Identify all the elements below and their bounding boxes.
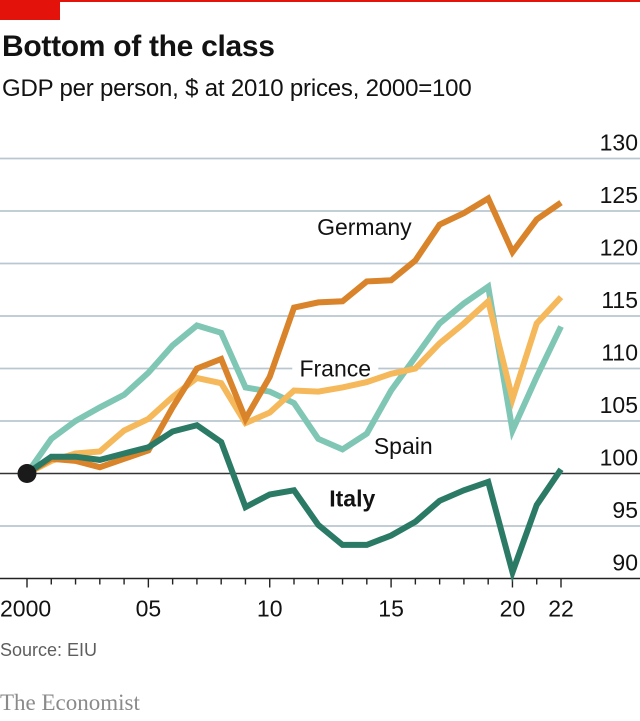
chart-subtitle: GDP per person, $ at 2010 prices, 2000=1… xyxy=(2,75,472,102)
label-backdrop-italy xyxy=(315,484,390,507)
brand-logo: The Economist xyxy=(0,690,140,715)
y-tick-label-115: 115 xyxy=(601,287,638,313)
x-tick-label-2000: 2000 xyxy=(0,596,51,622)
source-note: Source: EIU xyxy=(0,640,98,660)
series-line-italy xyxy=(25,421,564,583)
series-line-spain xyxy=(24,281,564,476)
series-lines xyxy=(24,194,564,583)
series-label-france: France xyxy=(299,356,371,382)
y-tick-label-95: 95 xyxy=(612,497,638,523)
series-label-spain: Spain xyxy=(374,433,433,459)
label-backdrop-france xyxy=(292,354,379,377)
y-tick-label-120: 120 xyxy=(600,235,638,261)
y-tick-label-130: 130 xyxy=(600,130,638,156)
header-accent-tab xyxy=(0,0,60,20)
series-label-italy: Italy xyxy=(329,486,375,512)
label-backdrop-spain xyxy=(366,432,441,455)
y-tick-label-105: 105 xyxy=(600,392,638,418)
y-tick-label-100: 100 xyxy=(600,445,638,471)
x-tick-label-05: 05 xyxy=(136,596,162,622)
line-chart: 90 95 100 105 110 115 120 125 130 2000 05 10 15 20 22… xyxy=(0,130,640,622)
header-accent-rule xyxy=(0,0,640,2)
y-tick-label-110: 110 xyxy=(601,340,638,366)
series-labels: Germany France Spain Italy xyxy=(292,212,441,512)
chart-title: Bottom of the class xyxy=(2,30,275,63)
series-line-france xyxy=(25,295,564,477)
x-tick-label-22: 22 xyxy=(548,596,574,622)
x-tick-label-20: 20 xyxy=(500,596,526,622)
x-tick-label-15: 15 xyxy=(378,596,404,622)
origin-marker-group xyxy=(17,464,37,483)
y-tick-label-90: 90 xyxy=(612,550,638,576)
y-tick-label-125: 125 xyxy=(600,182,638,208)
origin-marker-dot xyxy=(17,464,37,483)
label-backdrop-germany xyxy=(315,212,414,235)
series-line-germany xyxy=(25,194,563,477)
series-label-germany: Germany xyxy=(317,214,412,240)
x-axis: 2000 05 10 15 20 22 xyxy=(0,577,640,622)
x-tick-label-10: 10 xyxy=(257,596,283,622)
y-axis-labels: 90 95 100 105 110 115 120 125 130 xyxy=(600,130,638,576)
